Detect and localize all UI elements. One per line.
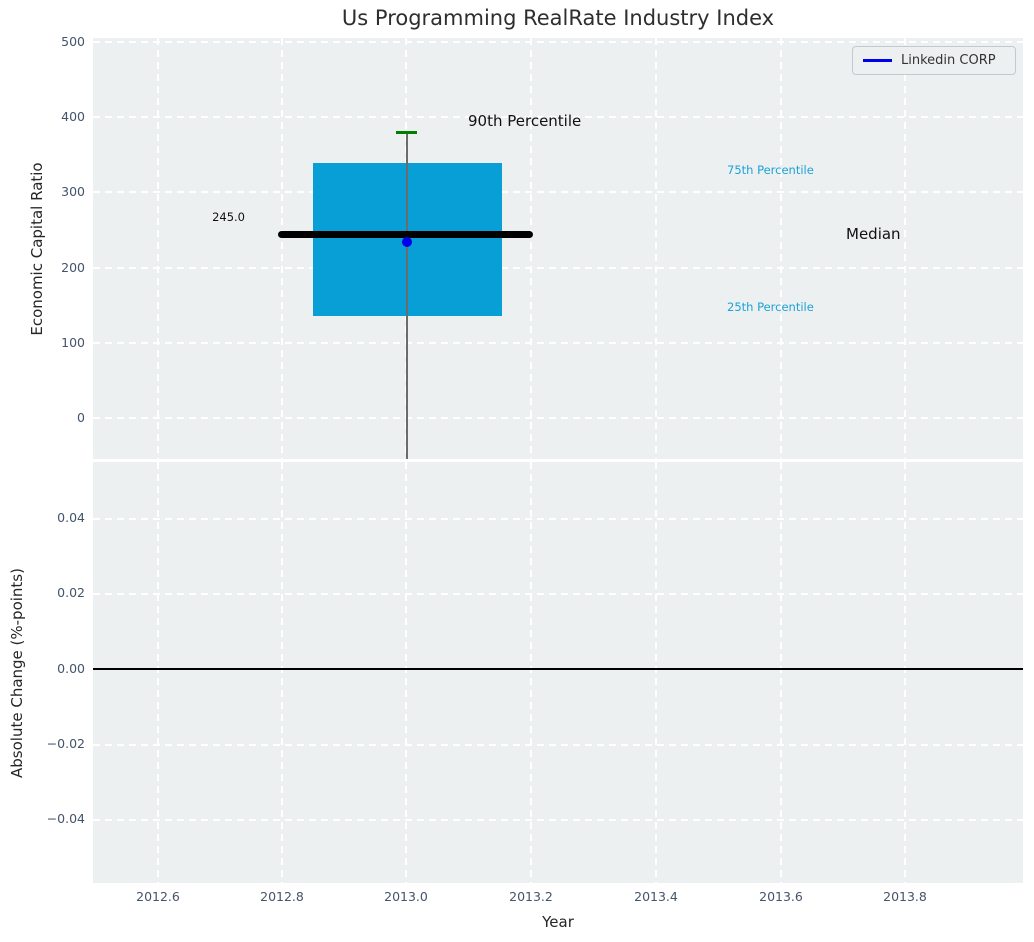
- gridline: [93, 41, 1023, 43]
- xtick: 2012.8: [260, 889, 304, 904]
- bottom-y-axis-label: Absolute Change (%-points): [8, 568, 26, 778]
- legend: Linkedin CORP: [852, 46, 1016, 75]
- gridline: [405, 462, 407, 883]
- gridline: [157, 462, 159, 883]
- gridline: [655, 462, 657, 883]
- ytick-bottom: 0.02: [57, 585, 85, 600]
- ytick-bottom: 0.04: [57, 510, 85, 525]
- xtick: 2013.0: [384, 889, 428, 904]
- legend-line-sample-icon: [863, 59, 892, 62]
- ytick-top: 400: [61, 109, 85, 124]
- gridline: [93, 342, 1023, 344]
- gridline: [530, 462, 532, 883]
- legend-label: Linkedin CORP: [901, 53, 996, 68]
- gridline: [655, 38, 657, 459]
- gridline: [281, 38, 283, 459]
- ytick-bottom: 0.00: [57, 661, 85, 676]
- xtick: 2013.6: [759, 889, 803, 904]
- xtick: 2013.4: [634, 889, 678, 904]
- gridline: [157, 38, 159, 459]
- gridline: [93, 116, 1023, 118]
- gridline: [93, 191, 1023, 193]
- ytick-top: 500: [61, 34, 85, 49]
- xtick: 2013.2: [509, 889, 553, 904]
- gridline: [93, 417, 1023, 419]
- p75-annotation: 75th Percentile: [727, 163, 814, 177]
- ytick-top: 300: [61, 184, 85, 199]
- chart-title: Us Programming RealRate Industry Index: [341, 6, 775, 30]
- ytick-top: 200: [61, 260, 85, 275]
- gridline: [904, 462, 906, 883]
- ytick-bottom: −0.04: [46, 811, 85, 826]
- company-data-point: [402, 237, 412, 247]
- ytick-top: 100: [61, 335, 85, 350]
- x-axis-label: Year: [542, 913, 574, 931]
- p25-annotation: 25th Percentile: [727, 300, 814, 314]
- xtick: 2012.6: [136, 889, 180, 904]
- gridline: [281, 462, 283, 883]
- whisker-line: [406, 133, 408, 459]
- median-line: [278, 231, 533, 238]
- gridline: [93, 267, 1023, 269]
- median-annotation: Median: [846, 225, 901, 243]
- gridline: [530, 38, 532, 459]
- ytick-bottom: −0.02: [46, 736, 85, 751]
- gridline: [780, 462, 782, 883]
- p90-annotation: 90th Percentile: [468, 112, 582, 130]
- median-value-label: 245.0: [212, 210, 245, 224]
- gridline: [780, 38, 782, 459]
- gridline: [904, 38, 906, 459]
- xtick: 2013.8: [883, 889, 927, 904]
- bottom-panel: [93, 462, 1023, 883]
- gridline: [93, 518, 1023, 520]
- gridline: [93, 819, 1023, 821]
- gridline: [93, 593, 1023, 595]
- zero-reference-line: [93, 668, 1023, 670]
- top-y-axis-label: Economic Capital Ratio: [28, 162, 46, 336]
- ytick-top: 0: [77, 410, 85, 425]
- gridline: [93, 744, 1023, 746]
- p90-whisker-cap: [396, 131, 417, 134]
- top-panel: 245.0 90th Percentile 75th Percentile Me…: [93, 38, 1023, 459]
